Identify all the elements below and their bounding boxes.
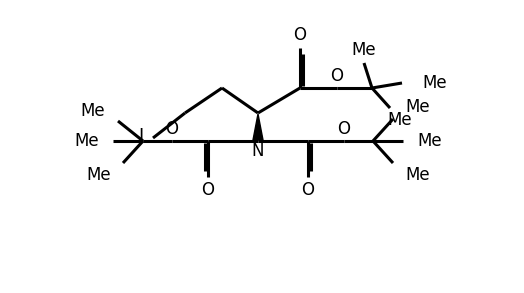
Polygon shape	[253, 114, 263, 140]
Text: Me: Me	[422, 74, 446, 92]
Text: O: O	[337, 120, 351, 138]
Text: N: N	[252, 142, 264, 160]
Text: Me: Me	[405, 166, 430, 184]
Text: I: I	[138, 127, 143, 145]
Text: O: O	[331, 67, 344, 85]
Text: O: O	[202, 181, 214, 199]
Text: Me: Me	[417, 132, 442, 150]
Text: Me: Me	[86, 166, 111, 184]
Text: Me: Me	[352, 41, 376, 59]
Text: Me: Me	[74, 132, 99, 150]
Text: Me: Me	[388, 111, 412, 129]
Text: Me: Me	[405, 98, 430, 116]
Text: O: O	[293, 26, 307, 44]
Text: Me: Me	[80, 102, 105, 120]
Text: O: O	[166, 120, 179, 138]
Text: O: O	[301, 181, 314, 199]
